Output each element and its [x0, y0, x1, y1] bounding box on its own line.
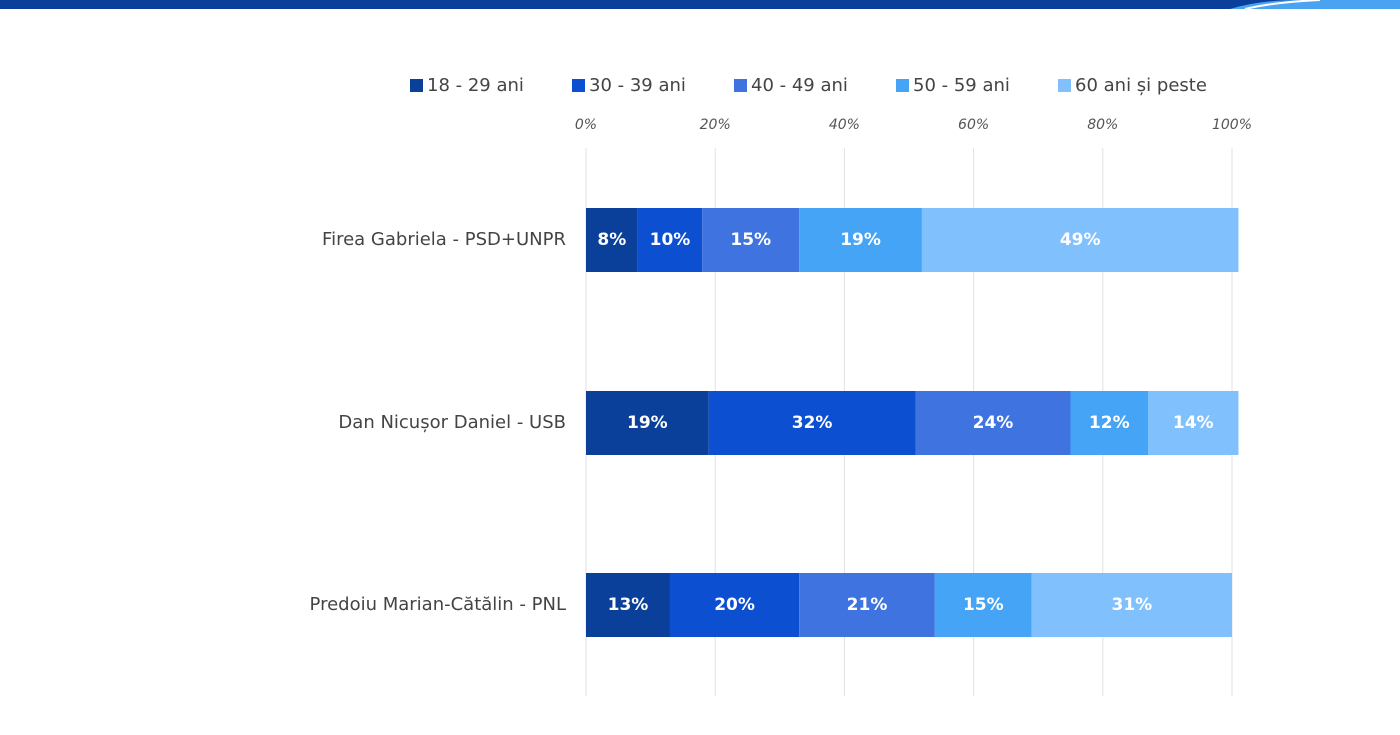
legend-label: 40 - 49 ani	[751, 75, 848, 96]
bar-segment	[921, 208, 1239, 272]
value-label: 15%	[730, 230, 771, 250]
bar-segment	[799, 573, 935, 637]
legend-swatch	[734, 79, 747, 92]
value-label: 19%	[840, 230, 881, 250]
header-swoosh-line	[1244, 0, 1321, 10]
legend-label: 18 - 29 ani	[427, 75, 524, 96]
legend-swatch	[572, 79, 585, 92]
x-tick-label: 40%	[829, 117, 860, 133]
value-label: 20%	[714, 595, 755, 615]
x-tick-label: 0%	[575, 117, 597, 133]
value-label: 21%	[847, 595, 888, 615]
x-tick-label: 100%	[1212, 117, 1252, 133]
value-label: 14%	[1173, 413, 1214, 433]
category-label: Dan Nicușor Daniel - USB	[338, 412, 566, 433]
x-tick-label: 60%	[958, 117, 989, 133]
bar-segment	[669, 573, 800, 637]
bar-segment	[586, 208, 638, 272]
bar-segment	[1031, 573, 1232, 637]
value-label: 32%	[792, 413, 833, 433]
legend-swatch	[896, 79, 909, 92]
bar-segment	[586, 573, 670, 637]
value-label: 12%	[1089, 413, 1130, 433]
legend-label: 50 - 59 ani	[913, 75, 1010, 96]
bar-segment	[637, 208, 703, 272]
bar-segment	[702, 208, 800, 272]
bar-segment	[799, 208, 922, 272]
legend-label: 30 - 39 ani	[589, 75, 686, 96]
category-label: Predoiu Marian-Cătălin - PNL	[310, 594, 566, 615]
header-band	[0, 0, 1400, 9]
bar-segment	[708, 391, 916, 455]
value-label: 15%	[963, 595, 1004, 615]
value-label: 19%	[627, 413, 668, 433]
header-swoosh	[1230, 0, 1400, 9]
legend-swatch	[1058, 79, 1071, 92]
value-label: 49%	[1060, 230, 1101, 250]
bar-segment	[915, 391, 1071, 455]
bar-segment	[1070, 391, 1149, 455]
legend-swatch	[410, 79, 423, 92]
x-tick-label: 20%	[700, 117, 731, 133]
bar-segment	[1148, 391, 1239, 455]
value-label: 13%	[608, 595, 649, 615]
value-label: 10%	[650, 230, 691, 250]
bar-segment	[934, 573, 1032, 637]
value-label: 8%	[597, 230, 626, 250]
value-label: 24%	[973, 413, 1014, 433]
category-label: Firea Gabriela - PSD+UNPR	[322, 229, 566, 250]
bar-segment	[586, 391, 709, 455]
value-label: 31%	[1112, 595, 1153, 615]
legend-label: 60 ani și peste	[1075, 75, 1207, 96]
x-tick-label: 80%	[1087, 117, 1118, 133]
